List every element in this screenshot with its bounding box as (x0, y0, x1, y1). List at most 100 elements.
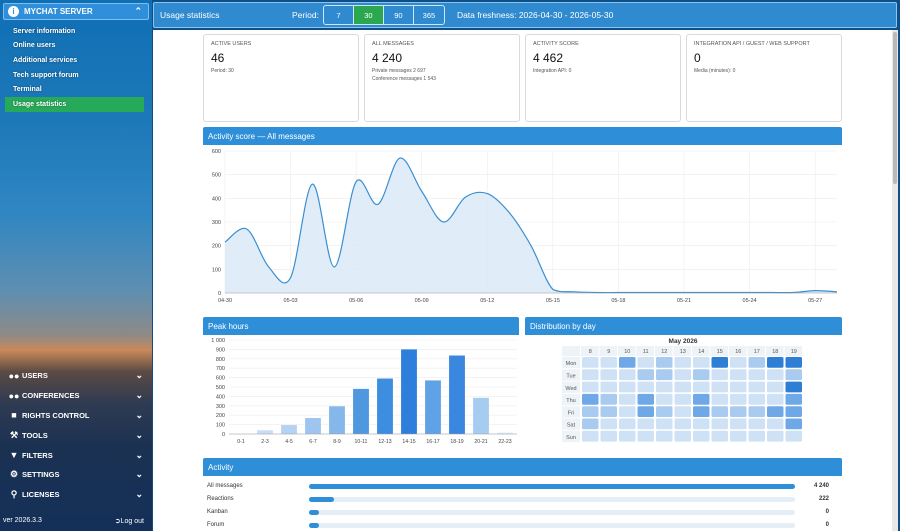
heatmap-row-label: Mon (566, 361, 577, 367)
sidebar-group-settings[interactable]: ⚙ SETTINGS ⌄ (0, 465, 152, 485)
stat-card-integration-api: INTEGRATION API / GUEST / WEB SUPPORT 0 … (686, 34, 842, 122)
heatmap-cell (693, 406, 710, 417)
sidebar-group-label: SETTINGS (22, 470, 60, 480)
heatmap-cell (619, 430, 636, 442)
heatmap-col-label: 16 (735, 349, 741, 355)
heatmap-col-header (692, 346, 710, 356)
sidebar-group-label: LICENSES (22, 490, 60, 500)
sidebar-groups: ●● USERS ⌄ ●● CONFERENCES ⌄ ■ RIGHTS CON… (0, 366, 152, 505)
heatmap-cell (785, 418, 802, 430)
sidebar-menu: Server information Online users Addition… (5, 24, 144, 112)
heatmap-cell (637, 393, 654, 405)
sidebar-item-usage-statistics[interactable]: Usage statistics (5, 96, 144, 112)
heatmap-col-header (747, 346, 765, 356)
y-tick-label: 600 (212, 149, 221, 155)
logout-icon: ➲ (114, 518, 121, 525)
activity-row-track (309, 496, 795, 502)
vertical-scrollbar[interactable] (892, 30, 898, 531)
heatmap-cell (600, 406, 617, 417)
activity-row: Kanban 0 (203, 506, 833, 518)
heatmap-cell (600, 430, 617, 442)
sidebar-item-online-users[interactable]: Online users (13, 42, 56, 50)
heatmap-cell (582, 393, 599, 405)
y-tick-label: 1 000 (211, 338, 225, 344)
y-tick-label: 400 (212, 196, 221, 202)
chevron-up-icon: ⌃ (134, 6, 142, 16)
stat-card-label: ACTIVE USERS (211, 41, 252, 47)
heatmap-col-header (766, 346, 784, 356)
heatmap-col-label: 11 (643, 349, 649, 355)
sidebar-item-server-information[interactable]: Server information (13, 27, 76, 35)
sidebar-item-additional-services[interactable]: Additional services (13, 56, 78, 64)
heatmap-row-label: Thu (566, 398, 575, 404)
sidebar-header[interactable]: i MYCHAT SERVER ⌃ (3, 3, 149, 20)
heatmap-cell (600, 381, 617, 393)
heatmap-row-header (562, 430, 580, 443)
sidebar-group-conferences[interactable]: ●● CONFERENCES ⌄ (0, 386, 152, 406)
x-tick-label: 05-24 (743, 298, 757, 304)
stat-card-active-users: ACTIVE USERS 46 Period: 30 (203, 34, 359, 122)
heatmap-cell (619, 418, 636, 430)
activity-row-label: Forum (207, 522, 225, 528)
period-30-button[interactable]: 30 (353, 6, 384, 24)
heatmap-cell (693, 381, 710, 393)
heatmap-row-header (562, 406, 580, 418)
sidebar-group-label: TOOLS (22, 430, 48, 440)
heatmap-cell (656, 381, 673, 393)
peak-hour-bar (497, 432, 513, 434)
sidebar-group-users[interactable]: ●● USERS ⌄ (0, 366, 152, 386)
sidebar-group-rights-control[interactable]: ■ RIGHTS CONTROL ⌄ (0, 406, 152, 426)
x-tick-label: 14-15 (402, 439, 415, 445)
chevron-down-icon: ⌄ (135, 409, 143, 420)
conferences-icon: ●● (8, 390, 20, 401)
heatmap-col-label: 8 (589, 349, 592, 355)
heatmap-cell (730, 418, 747, 430)
sidebar-group-label: FILTERS (22, 450, 53, 460)
heatmap-cell (582, 381, 599, 393)
heatmap-cell (637, 381, 654, 393)
main-content: ACTIVE USERS 46 Period: 30 ALL MESSAGES … (153, 30, 897, 531)
heatmap-cell (711, 393, 728, 405)
chevron-down-icon: ⌄ (135, 489, 143, 500)
heatmap-cell (693, 393, 710, 405)
x-tick-label: 0-1 (237, 439, 245, 445)
sidebar-item-terminal[interactable]: Terminal (13, 86, 42, 94)
logout-link[interactable]: ➲Log out (115, 517, 144, 525)
heatmap-row-header (562, 381, 580, 393)
filter-icon: ▼ (9, 450, 19, 461)
period-90-button[interactable]: 90 (384, 6, 414, 24)
info-icon: i (8, 6, 19, 17)
activity-row-bar (309, 483, 795, 489)
heatmap-cell (748, 418, 765, 430)
panel-title: Peak hours (203, 317, 519, 335)
heatmap-col-header (673, 346, 691, 356)
stat-card-label: ALL MESSAGES (372, 41, 414, 47)
sidebar-group-tools[interactable]: ⚒ TOOLS ⌄ (0, 425, 152, 445)
top-bar: Usage statistics Period: 7 30 90 365 Dat… (153, 2, 897, 28)
sidebar-item-tech-support-forum[interactable]: Tech support forum (13, 71, 79, 79)
period-365-button[interactable]: 365 (422, 10, 436, 20)
stat-card-value: 4 462 (533, 51, 564, 65)
stat-card-value: 0 (694, 51, 701, 65)
x-tick-label: 04-30 (218, 298, 232, 304)
heatmap-cell (656, 369, 673, 381)
sidebar-group-label: RIGHTS CONTROL (22, 410, 90, 420)
heatmap-cell (748, 406, 765, 417)
heatmap-cell (656, 393, 673, 405)
heatmap-cell (619, 369, 636, 381)
heatmap-cell (767, 418, 784, 430)
activity-row-label: Reactions (207, 496, 234, 502)
chevron-down-icon: ⌄ (135, 469, 143, 480)
y-tick-label: 200 (216, 413, 225, 419)
peak-hour-bar (305, 418, 321, 434)
chevron-down-icon: ⌄ (135, 429, 143, 440)
sidebar-group-licenses[interactable]: ⚲ LICENSES ⌄ (0, 485, 152, 505)
sidebar-group-filters[interactable]: ▼ FILTERS ⌄ (0, 445, 152, 465)
y-tick-label: 200 (212, 244, 221, 250)
scrollbar-thumb[interactable] (893, 32, 897, 184)
heatmap-cell (711, 369, 728, 381)
heatmap-row-label: Wed (565, 386, 576, 392)
heatmap-cell (674, 381, 691, 393)
activity-row-bar (309, 496, 335, 502)
period-7-button[interactable]: 7 (324, 6, 354, 24)
